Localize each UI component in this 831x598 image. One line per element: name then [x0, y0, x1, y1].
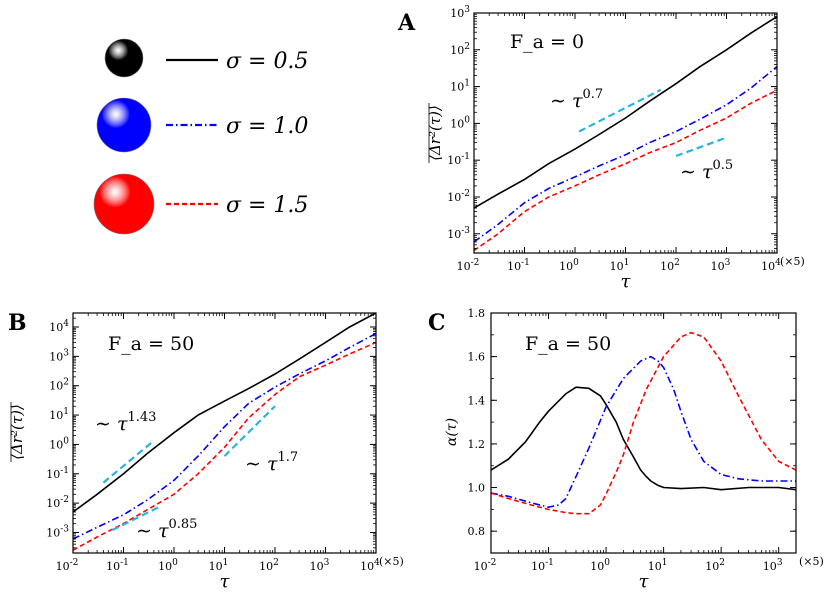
y-tick-label: 10-3: [46, 524, 69, 539]
panel-letter: C: [428, 310, 446, 336]
y-tick-label: 102: [49, 378, 69, 393]
legend-label-2: σ = 1.5: [226, 193, 308, 218]
x-axis-label: τ: [639, 571, 650, 592]
y-axis-label: ⟨Δr²(τ)⟩: [426, 105, 444, 161]
legend-label-1: σ = 1.0: [226, 114, 308, 139]
slope-guide-1: [675, 136, 727, 158]
legend-particle-1: [96, 97, 152, 153]
y-tick-label: 0.8: [468, 525, 486, 538]
annotation-0-85: ∼ τ0.85: [136, 517, 197, 542]
x-tick-label: 102: [660, 258, 680, 273]
slope-guide-1: [223, 405, 276, 457]
annotation-0-7: ∼ τ0.7: [550, 87, 603, 112]
panel-a: 10-2 10-1 100 101 102 103 104 (×5) τ 10-3 10-2 10-1…: [397, 5, 805, 292]
slope-guide-0: [578, 88, 662, 133]
x-axis-label: τ: [220, 571, 231, 592]
y-tick-label: 10-1: [46, 466, 69, 481]
y-tick-label: 104: [49, 319, 69, 334]
y-tick-label: 1.0: [468, 482, 486, 495]
series-line-1: [474, 65, 777, 243]
x-tick-label: 100: [559, 258, 579, 273]
y-tick-label: 103: [450, 5, 470, 20]
x-tick-label: 103: [310, 558, 330, 573]
x-tick-label: 102: [705, 558, 725, 573]
series-line-2: [73, 341, 376, 551]
x-tick-label: 104: [761, 258, 781, 273]
slope-guide-2: [111, 506, 160, 532]
y-tick-label: 101: [450, 79, 470, 94]
slope-guide-0: [102, 439, 155, 484]
y-tick-label: 101: [49, 407, 69, 422]
y-tick-label: 10-3: [447, 226, 470, 241]
series-line-1: [491, 355, 796, 509]
annotation-1-43: ∼ τ1.43: [95, 410, 156, 435]
series-line-0: [474, 15, 777, 209]
legend: σ = 0.5 σ = 1.0 σ = 1.5: [93, 38, 308, 235]
y-tick-label: 1.4: [468, 394, 486, 407]
annotation-1-7: ∼ τ1.7: [245, 450, 298, 475]
legend-particle-0: [104, 38, 144, 78]
x-tick-label: 104: [360, 558, 380, 573]
series-line-2: [491, 331, 796, 515]
panel-c: 10-2 10-1 100 101 102 103 (×5) τ 0.8 1.0 1.2 1.4 1.6…: [428, 307, 824, 592]
x-tick-label: 101: [648, 558, 668, 573]
series-line-1: [73, 332, 376, 540]
x-tick-label: 100: [590, 558, 610, 573]
x-tick-label: 10-1: [507, 258, 530, 273]
y-tick-label: 10-1: [447, 152, 470, 167]
x-tick-label: 103: [711, 258, 731, 273]
x-tick-label: 10-2: [56, 558, 79, 573]
annotation-0-5: ∼ τ0.5: [680, 158, 733, 183]
y-tick-label: 100: [450, 115, 470, 130]
x-unit: (×5): [799, 555, 824, 568]
y-tick-label: 103: [49, 348, 69, 363]
y-tick-label: 10-2: [447, 189, 470, 204]
x-axis-label: τ: [621, 271, 632, 292]
x-tick-label: 10-2: [457, 258, 480, 273]
y-tick-label: 1.6: [468, 351, 486, 364]
panel-title: F_a = 50: [108, 333, 194, 355]
panel-title: F_a = 0: [510, 31, 584, 53]
x-tick-label: 10-2: [474, 558, 497, 573]
y-tick-label: 102: [450, 42, 470, 57]
x-unit: (×5): [780, 255, 805, 268]
x-tick-label: 102: [259, 558, 279, 573]
legend-label-0: σ = 0.5: [226, 49, 308, 74]
y-axis-label: α(τ): [444, 418, 460, 446]
panel-title: F_a = 50: [525, 333, 611, 355]
x-tick-label: 103: [763, 558, 783, 573]
x-tick-label: 10-1: [106, 558, 129, 573]
y-tick-label: 1.2: [468, 438, 486, 451]
panel-letter: A: [397, 10, 416, 36]
panel-b: 10-2 10-1 100 101 102 103 104 (×5)τ10-310-210-1…: [8, 310, 404, 592]
legend-particle-2: [93, 173, 155, 235]
y-tick-label: 1.8: [468, 307, 486, 320]
y-axis-label: ⟨Δr²(τ)⟩: [8, 404, 26, 460]
panel-letter: B: [8, 310, 27, 336]
x-unit: (×5): [379, 555, 404, 568]
x-tick-label: 100: [158, 558, 178, 573]
y-tick-label: 100: [49, 436, 69, 451]
series-line-0: [491, 386, 796, 491]
y-tick-label: 10-2: [46, 495, 69, 510]
series-line-0: [73, 313, 376, 513]
plot-frame: [490, 312, 797, 554]
x-tick-label: 10-1: [531, 558, 554, 573]
